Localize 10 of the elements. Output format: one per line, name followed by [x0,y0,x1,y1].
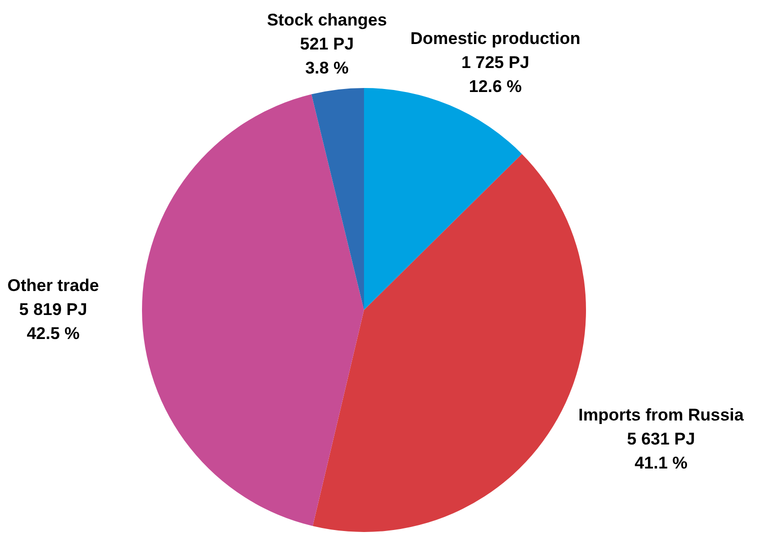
data-label: 5 819 PJ 42.5 % [19,300,88,344]
data-label: 5 631 PJ 41.1 % [627,430,696,474]
data-label: 521 PJ 3.8 % [300,34,354,78]
pie-slice [311,88,364,310]
slice-label: Imports from Russia [578,406,744,426]
data-label: 1 725 PJ 12.6 % [461,54,530,97]
pie-slice [142,94,364,526]
slice-label: Domestic production [410,30,580,49]
slice-label: Stock changes [266,10,387,30]
slice-label: Other trade [7,276,100,296]
